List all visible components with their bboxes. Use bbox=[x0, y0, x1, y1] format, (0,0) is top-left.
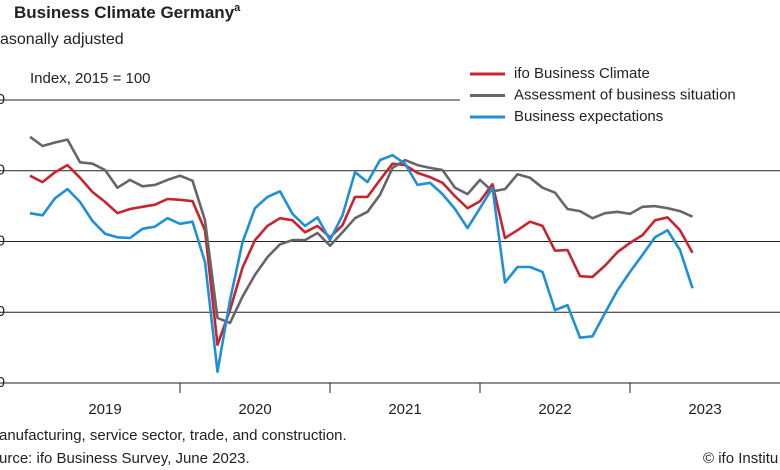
subtitle: asonally adjusted bbox=[0, 31, 124, 48]
series-line bbox=[29, 162, 694, 347]
y-tick-label: 110 bbox=[0, 91, 5, 108]
title-text: Business Climate Germany bbox=[14, 3, 235, 22]
legend-label: ifo Business Climate bbox=[514, 65, 650, 82]
y-label: Index, 2015 = 100 bbox=[30, 70, 151, 87]
footnote: anufacturing, service sector, trade, and… bbox=[0, 427, 347, 444]
y-tick-label: 70 bbox=[0, 374, 5, 391]
x-tick-label: 2020 bbox=[238, 401, 271, 418]
x-tick-label: 2022 bbox=[538, 401, 571, 418]
series-line bbox=[29, 153, 694, 373]
footnote: urce: ifo Business Survey, June 2023. bbox=[0, 450, 250, 467]
x-tick-label: 2019 bbox=[88, 401, 121, 418]
chart-title: Business Climate Germanya bbox=[14, 2, 241, 23]
x-tick-label: 2023 bbox=[688, 401, 721, 418]
y-tick-label: 80 bbox=[0, 303, 5, 320]
y-tick-label: 100 bbox=[0, 162, 5, 179]
series-line bbox=[29, 135, 694, 325]
title-note: a bbox=[234, 2, 241, 14]
legend-label: Business expectations bbox=[514, 108, 663, 125]
x-tick-label: 2021 bbox=[388, 401, 421, 418]
y-tick-label: 90 bbox=[0, 232, 5, 249]
credit: © ifo Institu bbox=[703, 450, 778, 467]
legend-label: Assessment of business situation bbox=[514, 86, 736, 103]
